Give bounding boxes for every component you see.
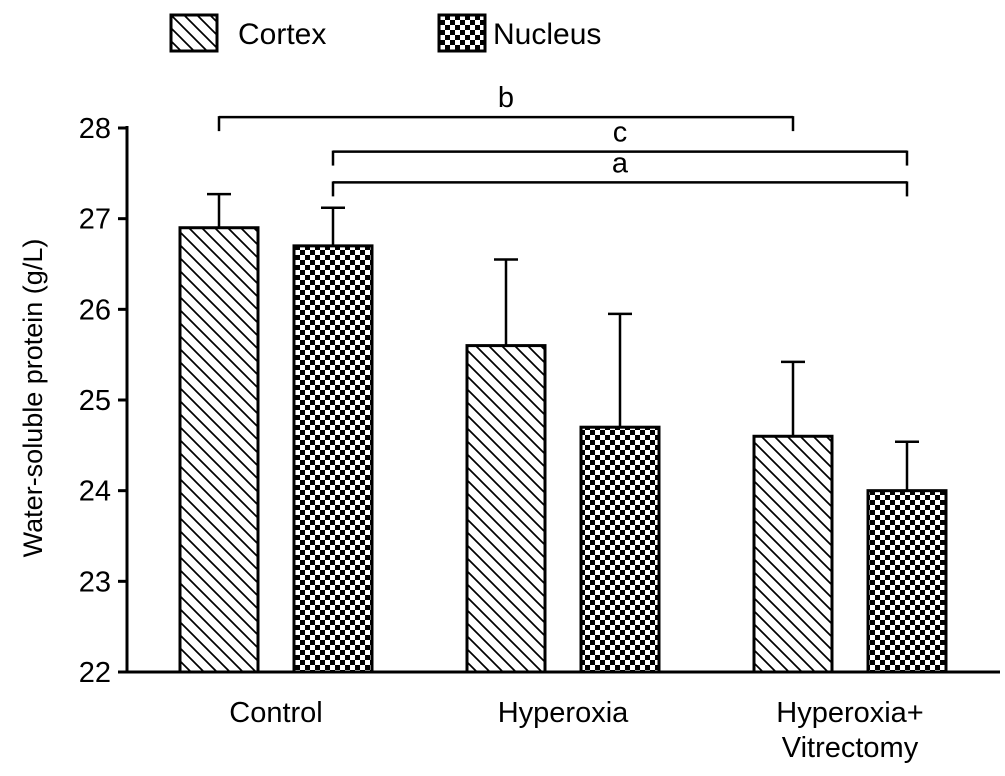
x-tick-label: Hyperoxia+ <box>776 697 924 729</box>
y-tick-label: 27 <box>79 204 111 236</box>
y-tick-label: 24 <box>79 476 111 508</box>
bar-cortex-1 <box>465 344 547 674</box>
legend: Cortex Nucleus <box>169 13 601 53</box>
x-tick-labels: Control Hyperoxia Hyperoxia+Vitrectomy <box>229 697 924 764</box>
legend-label-cortex: Cortex <box>238 18 326 51</box>
y-tick-label: 28 <box>79 113 111 145</box>
y-axis-title: Water-soluble protein (g/L) <box>18 239 48 558</box>
significance-brackets: b ca <box>217 82 909 197</box>
x-tick-label: Hyperoxia <box>498 697 629 729</box>
bracket-label-b: b <box>498 82 514 114</box>
legend-swatch-cortex <box>169 13 219 53</box>
x-tick-label: Vitrectomy <box>782 732 919 764</box>
error-bars <box>207 192 919 491</box>
bar-cortex-2 <box>752 434 834 674</box>
bar-nucleus-2 <box>866 489 948 674</box>
bar-nucleus-1 <box>579 425 661 674</box>
bar-nucleus-0 <box>292 244 374 674</box>
bracket-label-c: c <box>613 117 628 149</box>
legend-swatch-nucleus <box>437 13 487 53</box>
x-tick-label: Control <box>229 697 323 729</box>
y-tick-label: 26 <box>79 294 111 326</box>
y-tick-label: 22 <box>79 657 111 689</box>
y-tick-label: 23 <box>79 566 111 598</box>
bar-cortex-0 <box>178 226 260 674</box>
bracket-label-a: a <box>612 147 629 179</box>
y-tick-label: 25 <box>79 385 111 417</box>
legend-label-nucleus: Nucleus <box>493 18 601 51</box>
y-ticks: 22 23 24 25 26 27 28 <box>79 113 127 689</box>
bars <box>178 226 948 674</box>
